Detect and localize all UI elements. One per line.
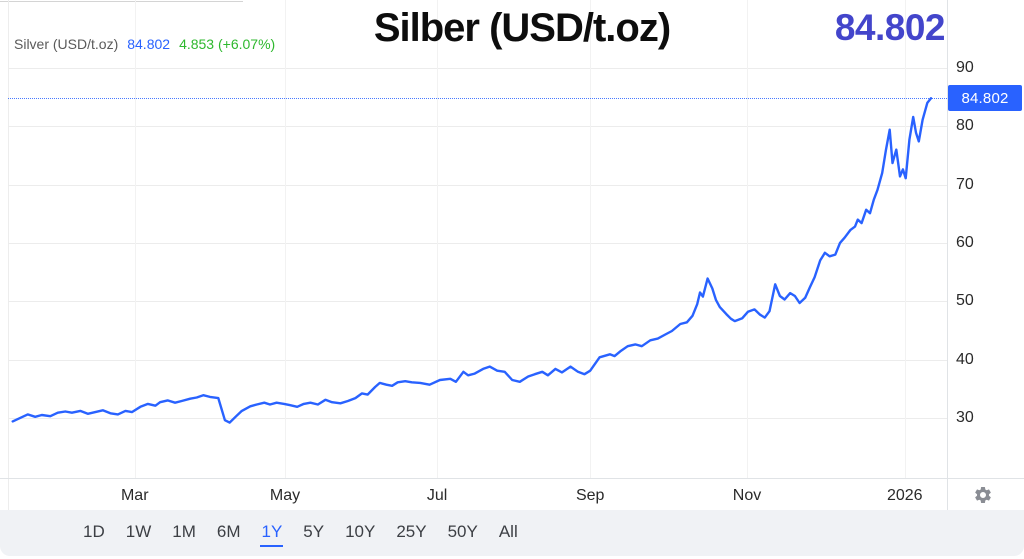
h-gridline (8, 301, 947, 303)
price-axis-label: 60 (956, 233, 974, 251)
legend-symbol-name: Silver (USD/t.oz) (14, 36, 119, 52)
line-series-svg (11, 97, 933, 424)
timeframe-button-50y[interactable]: 50Y (447, 522, 478, 541)
v-gridline (437, 0, 439, 478)
timeframe-button-all[interactable]: All (498, 522, 518, 541)
timeframe-button-1m[interactable]: 1M (172, 522, 196, 541)
timeframe-button-1w[interactable]: 1W (125, 522, 152, 541)
settings-gear-icon[interactable] (971, 483, 995, 507)
big-current-price: 84.802 (834, 7, 946, 48)
v-gridline (904, 0, 906, 478)
price-chart-plot-area[interactable] (8, 0, 947, 478)
legend-change: 4.853 (+6.07%) (179, 36, 276, 52)
time-axis-label: Sep (575, 487, 605, 504)
timeframe-button-10y[interactable]: 10Y (345, 522, 376, 541)
gear-icon (975, 486, 991, 503)
timeframe-button-1y[interactable]: 1Y (260, 519, 284, 547)
time-axis-label: Jul (426, 487, 448, 504)
page-title: Silber (USD/t.oz) (373, 6, 671, 50)
price-axis-label: 30 (956, 408, 974, 426)
price-axis-label: 90 (956, 58, 974, 76)
time-axis-line (0, 478, 1024, 479)
timeframe-button-25y[interactable]: 25Y (396, 522, 427, 541)
symbol-legend: Silver (USD/t.oz) 84.802 4.853 (+6.07%) (14, 36, 275, 52)
left-border (8, 0, 9, 510)
price-line-series (11, 97, 933, 424)
time-axis-label: 2026 (886, 487, 923, 504)
price-axis-label: 70 (956, 175, 974, 193)
v-gridline (285, 0, 286, 478)
timeframe-toolbar: 1D 1W 1M 6M 1Y 5Y 10Y 25Y 50Y All (0, 510, 1024, 556)
v-gridline (746, 0, 748, 478)
h-gridline (8, 242, 947, 244)
timeframe-button-5y[interactable]: 5Y (303, 522, 325, 541)
current-price-dotted-line (8, 98, 947, 100)
price-axis-label: 50 (956, 292, 974, 310)
timeframe-button-6m[interactable]: 6M (216, 522, 241, 541)
legend-last-price: 84.802 (127, 36, 171, 52)
time-axis-label: Mar (120, 487, 149, 504)
price-axis-line (947, 0, 948, 510)
h-gridline (8, 359, 947, 361)
h-gridline (8, 67, 947, 69)
h-gridline (8, 126, 947, 128)
time-axis-label: May (269, 487, 301, 504)
v-gridline (134, 0, 136, 478)
h-gridline (8, 184, 947, 186)
v-gridline (590, 0, 592, 478)
price-axis-label: 80 (956, 117, 974, 135)
top-border-segment (0, 1, 243, 2)
time-axis-label: Nov (732, 487, 762, 504)
h-gridline (8, 417, 947, 419)
timeframe-button-1d[interactable]: 1D (83, 522, 105, 541)
price-axis-label: 40 (956, 350, 974, 368)
current-price-chip: 84.802 (948, 85, 1022, 112)
